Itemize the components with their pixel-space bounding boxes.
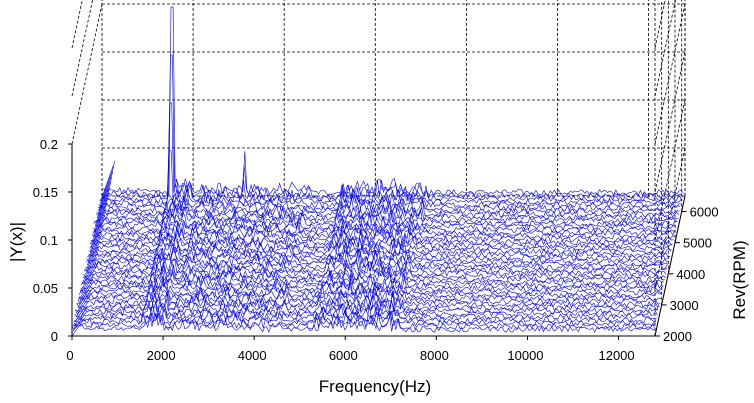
spectrum-line [84,246,100,275]
grid-lines [71,0,686,337]
spectrum-line [74,300,89,323]
spectrum-line [81,262,97,289]
spectrum-line [92,219,676,237]
spectrum-line [82,264,665,283]
spectrum-line [90,214,106,247]
spectrum-line [85,252,668,271]
grid-line [654,99,686,241]
spectrum-line [100,165,115,204]
y-axis-line [654,195,686,337]
spectrum-line [87,230,103,261]
spectrum-line [91,222,674,243]
spectrum-traces [71,6,684,337]
spectrum-line [77,284,92,308]
spectrum-line [75,295,90,318]
spectrum-line [83,260,666,280]
spectrum-line [82,257,98,285]
spectrum-line [91,209,107,242]
y-tick-label: 2000 [663,329,692,344]
spectrum-line [80,272,664,293]
spectrum-line [81,269,664,290]
spectrum-line [83,252,99,280]
spectrum-line [98,176,113,214]
spectrum-line [91,221,675,240]
spectrum-line [85,241,101,271]
spectrum-line [95,205,678,225]
spectrum-line [97,182,112,219]
z-tick-label: 0.2 [40,137,58,152]
spectrum-line [76,289,91,313]
grid-line [654,0,676,97]
y-axis-label: Rev(RPM) [730,240,749,319]
z-tick-label: 0.1 [40,233,58,248]
spectrum-line [98,189,681,209]
z-axis-label: |Y(x)| [7,222,26,262]
spectrum-line [101,160,116,200]
spectrum-line [93,198,109,233]
grid-line [71,3,103,145]
z-tick-label: 0.15 [33,185,58,200]
x-tick-label: 10000 [507,348,543,363]
spectrum-line [86,235,102,266]
spectrum-line [78,278,94,304]
spectrum-line [92,203,108,237]
spectrum-line [90,225,673,246]
spectrum-line [77,287,660,308]
spectrum-line [73,305,88,327]
x-tick-label: 6000 [329,348,358,363]
spectrum-line [94,208,677,227]
spectrum-line [79,277,663,296]
spectrum-line [88,237,672,256]
spectrum-line [89,219,105,252]
x-tick-label: 12000 [598,348,634,363]
spectrum-line [100,54,684,200]
tick-labels: 0 2000 4000 6000 8000 10000 12000 2000 3000 4000 5… [33,137,719,363]
spectrum-line [99,150,682,206]
spectrum-line [71,313,655,333]
spectrum-line [93,215,676,234]
z-tick-label: 0.05 [33,281,58,296]
spectrum-line [79,273,95,299]
grid-line [71,0,93,97]
spectrum-line [99,171,114,209]
spectrum-line [79,279,662,299]
spectrum-line [80,268,96,294]
y-tick-label: 3000 [670,298,699,313]
x-tick-label: 0 [66,348,73,363]
x-tick-label: 2000 [147,348,176,363]
y-tick-label: 4000 [676,267,705,282]
spectrum-line [95,187,111,223]
z-tick-label: 0 [51,329,58,344]
grid-line [654,147,686,289]
x-axis-label: Frequency(Hz) [319,377,431,396]
spectrum-line [78,284,661,302]
spectrum-line [89,229,673,249]
y-tick-label: 5000 [683,236,712,251]
spectrum-line [86,247,669,265]
x-tick-label: 8000 [420,348,449,363]
grid-line [654,3,686,145]
spectrum-line [72,311,87,332]
spectrum-line [94,192,110,228]
y-tick-label: 6000 [690,205,719,220]
spectrum-line [101,6,684,196]
spectrum-line [74,303,657,321]
spectrum-line [71,316,86,337]
spectrum-line [75,297,659,315]
x-tick-label: 4000 [238,348,267,363]
grid-line [654,51,686,193]
spectrum-line [88,225,104,256]
